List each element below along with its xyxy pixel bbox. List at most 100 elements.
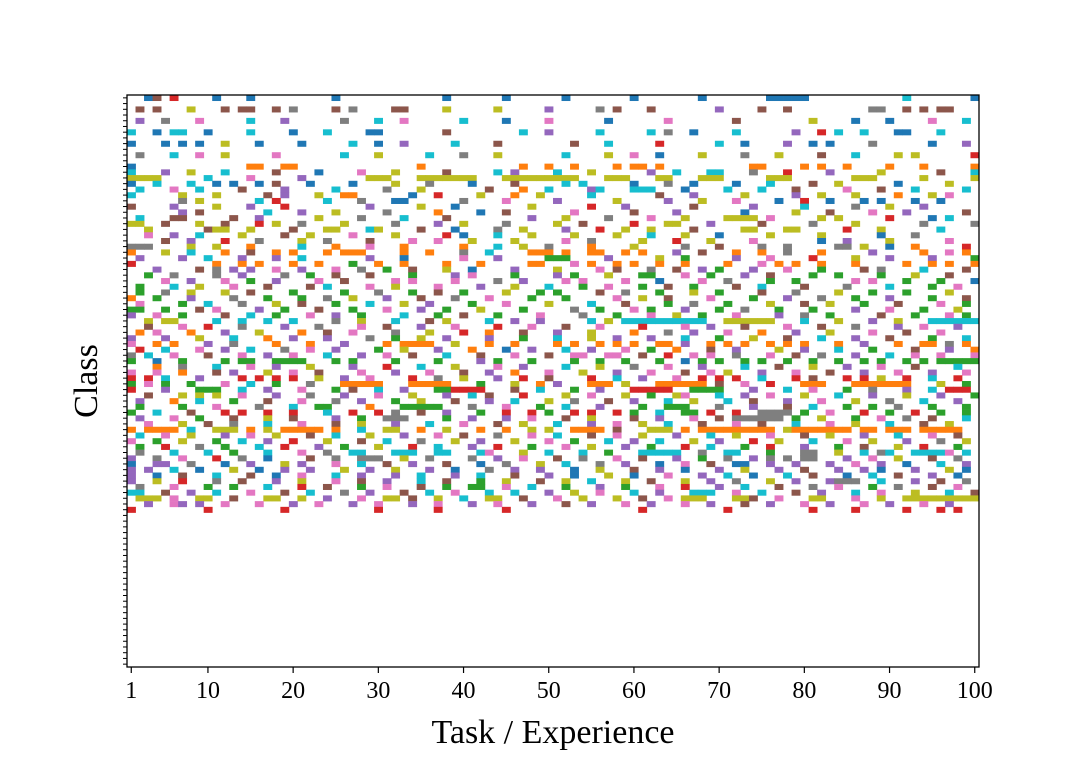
heatmap-cell: [791, 186, 801, 193]
heatmap-cell: [212, 369, 222, 376]
heatmap-cell: [246, 432, 256, 439]
heatmap-cell: [365, 283, 375, 290]
heatmap-cell: [254, 466, 264, 473]
heatmap-cell: [186, 461, 196, 468]
heatmap-cell: [800, 409, 809, 416]
heatmap-cell: [399, 449, 409, 456]
heatmap-cell: [178, 438, 188, 445]
heatmap-cell: [195, 375, 205, 382]
heatmap-cell: [672, 455, 682, 462]
heatmap-cell: [570, 386, 579, 393]
heatmap-cell: [953, 318, 963, 325]
heatmap-cell: [638, 421, 648, 428]
heatmap-cell: [723, 398, 733, 405]
heatmap-cell: [851, 415, 861, 422]
heatmap-cell: [859, 381, 869, 388]
heatmap-cell: [885, 283, 895, 290]
heatmap-cell: [237, 392, 247, 399]
heatmap-cell: [246, 426, 256, 433]
heatmap-cell: [961, 266, 971, 273]
heatmap-cell: [425, 329, 435, 336]
heatmap-cell: [936, 169, 946, 176]
heatmap-cell: [919, 306, 929, 313]
heatmap-cell: [808, 140, 818, 147]
heatmap-cell: [961, 209, 971, 216]
heatmap-cell: [646, 215, 656, 222]
heatmap-cell: [484, 495, 494, 502]
heatmap-cell: [220, 329, 230, 336]
heatmap-cell: [621, 300, 631, 307]
heatmap-cell: [195, 346, 205, 353]
heatmap-cell: [144, 175, 153, 182]
heatmap-cell: [578, 495, 588, 502]
heatmap-cell: [706, 489, 716, 496]
heatmap-cell: [706, 340, 716, 347]
heatmap-cell: [936, 478, 946, 485]
heatmap-cell: [493, 312, 503, 319]
heatmap-cell: [621, 226, 631, 233]
heatmap-cell: [169, 186, 179, 193]
heatmap-cell: [544, 283, 554, 290]
heatmap-cell: [169, 129, 179, 136]
heatmap-cell: [689, 381, 699, 388]
heatmap-cell: [186, 426, 196, 433]
heatmap-cell: [834, 340, 844, 347]
heatmap-cell: [731, 449, 741, 456]
heatmap-cell: [663, 449, 673, 456]
heatmap-cell: [416, 323, 426, 330]
heatmap-cell: [280, 232, 290, 239]
heatmap-cell: [493, 358, 503, 365]
heatmap-cell: [433, 432, 443, 439]
heatmap-cell: [817, 415, 827, 422]
heatmap-cell: [587, 501, 596, 508]
heatmap-cell: [348, 295, 358, 302]
heatmap-cell: [859, 300, 869, 307]
heatmap-cell: [152, 312, 162, 319]
heatmap-cell: [646, 335, 656, 342]
heatmap-cell: [621, 289, 631, 296]
heatmap-cell: [297, 386, 307, 393]
heatmap-cell: [817, 249, 827, 256]
heatmap-cell: [195, 398, 205, 405]
heatmap-cell: [442, 106, 452, 113]
heatmap-cell: [817, 295, 827, 302]
heatmap-cell: [936, 329, 946, 336]
heatmap-cell: [689, 180, 699, 187]
heatmap-cell: [731, 215, 741, 222]
heatmap-cell: [152, 438, 162, 445]
heatmap-cell: [544, 255, 554, 262]
heatmap-cell: [578, 455, 588, 462]
heatmap-cell: [587, 346, 596, 353]
heatmap-cell: [195, 466, 205, 473]
heatmap-cell: [740, 501, 750, 508]
heatmap-cell: [391, 335, 401, 342]
heatmap-cell: [144, 381, 153, 388]
heatmap-cell: [646, 272, 656, 279]
heatmap-cell: [127, 461, 136, 468]
heatmap-cell: [851, 495, 861, 502]
heatmap-cell: [646, 226, 656, 233]
heatmap-cell: [825, 369, 835, 376]
heatmap-cell: [322, 197, 332, 204]
heatmap-cell: [714, 289, 724, 296]
heatmap-cell: [459, 175, 469, 182]
heatmap-cell: [953, 472, 963, 479]
heatmap-cell: [493, 140, 503, 147]
heatmap-cell: [561, 278, 571, 285]
heatmap-cell: [953, 506, 963, 513]
heatmap-cell: [195, 306, 205, 313]
heatmap-cell: [288, 426, 298, 433]
heatmap-cell: [672, 238, 682, 245]
heatmap-cell: [604, 272, 614, 279]
heatmap-cell: [203, 340, 213, 347]
heatmap-cell: [450, 466, 460, 473]
heatmap-cell: [655, 278, 665, 285]
heatmap-cell: [357, 483, 366, 490]
heatmap-cell: [680, 272, 690, 279]
heatmap-cell: [885, 238, 895, 245]
heatmap-cell: [365, 300, 375, 307]
heatmap-cell: [587, 381, 596, 388]
heatmap-cell: [680, 318, 690, 325]
heatmap-cell: [672, 318, 682, 325]
heatmap-cell: [731, 180, 741, 187]
